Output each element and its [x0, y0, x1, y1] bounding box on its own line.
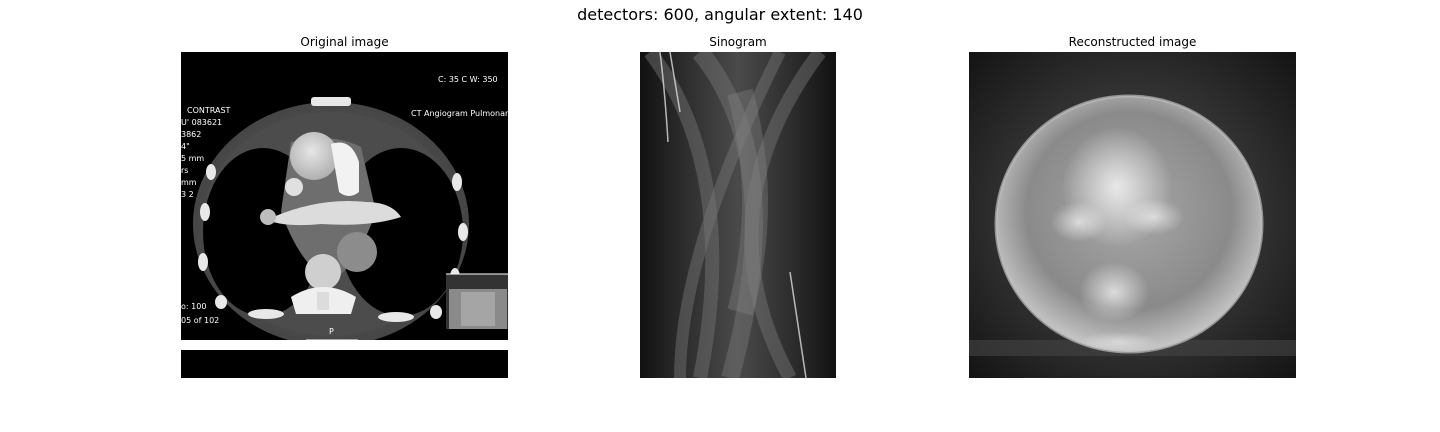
- ct-scan-image: [181, 52, 508, 378]
- reconstructed-image: [969, 52, 1296, 378]
- ct-bottom-left-2: 05 of 102: [181, 316, 220, 325]
- ct-left-line-2: 3862: [181, 130, 202, 139]
- reconstructed-image-panel: [969, 52, 1296, 378]
- ct-left-line-1: U' 083621: [181, 118, 223, 127]
- ct-contrast-label: CONTRAST: [187, 106, 231, 115]
- reconstructed-image-title: Reconstructed image: [1068, 35, 1197, 49]
- ct-angiogram-label: CT Angiogram Pulmonar: [411, 109, 508, 118]
- sinogram-panel: [640, 52, 836, 378]
- figure-suptitle: detectors: 600, angular extent: 140: [577, 5, 863, 24]
- ct-left-line-5: rs: [181, 166, 189, 175]
- ct-bottom-left-1: o: 100: [181, 302, 207, 311]
- sinogram-title: Sinogram: [709, 35, 767, 49]
- ct-window-label: C: 35 C W: 350: [438, 75, 498, 84]
- sinogram-image: [640, 52, 836, 378]
- ct-left-line-6: mm: [181, 178, 197, 187]
- ct-left-line-7: 3 2: [181, 190, 194, 199]
- original-image-title: Original image: [300, 35, 389, 49]
- ct-left-line-3: 4": [181, 142, 190, 151]
- ct-left-line-4: 5 mm: [181, 154, 205, 163]
- ct-marker-p: P: [329, 327, 334, 336]
- original-image-panel: C: 35 C W: 350 CONTRAST CT Angiogram Pul…: [181, 52, 508, 378]
